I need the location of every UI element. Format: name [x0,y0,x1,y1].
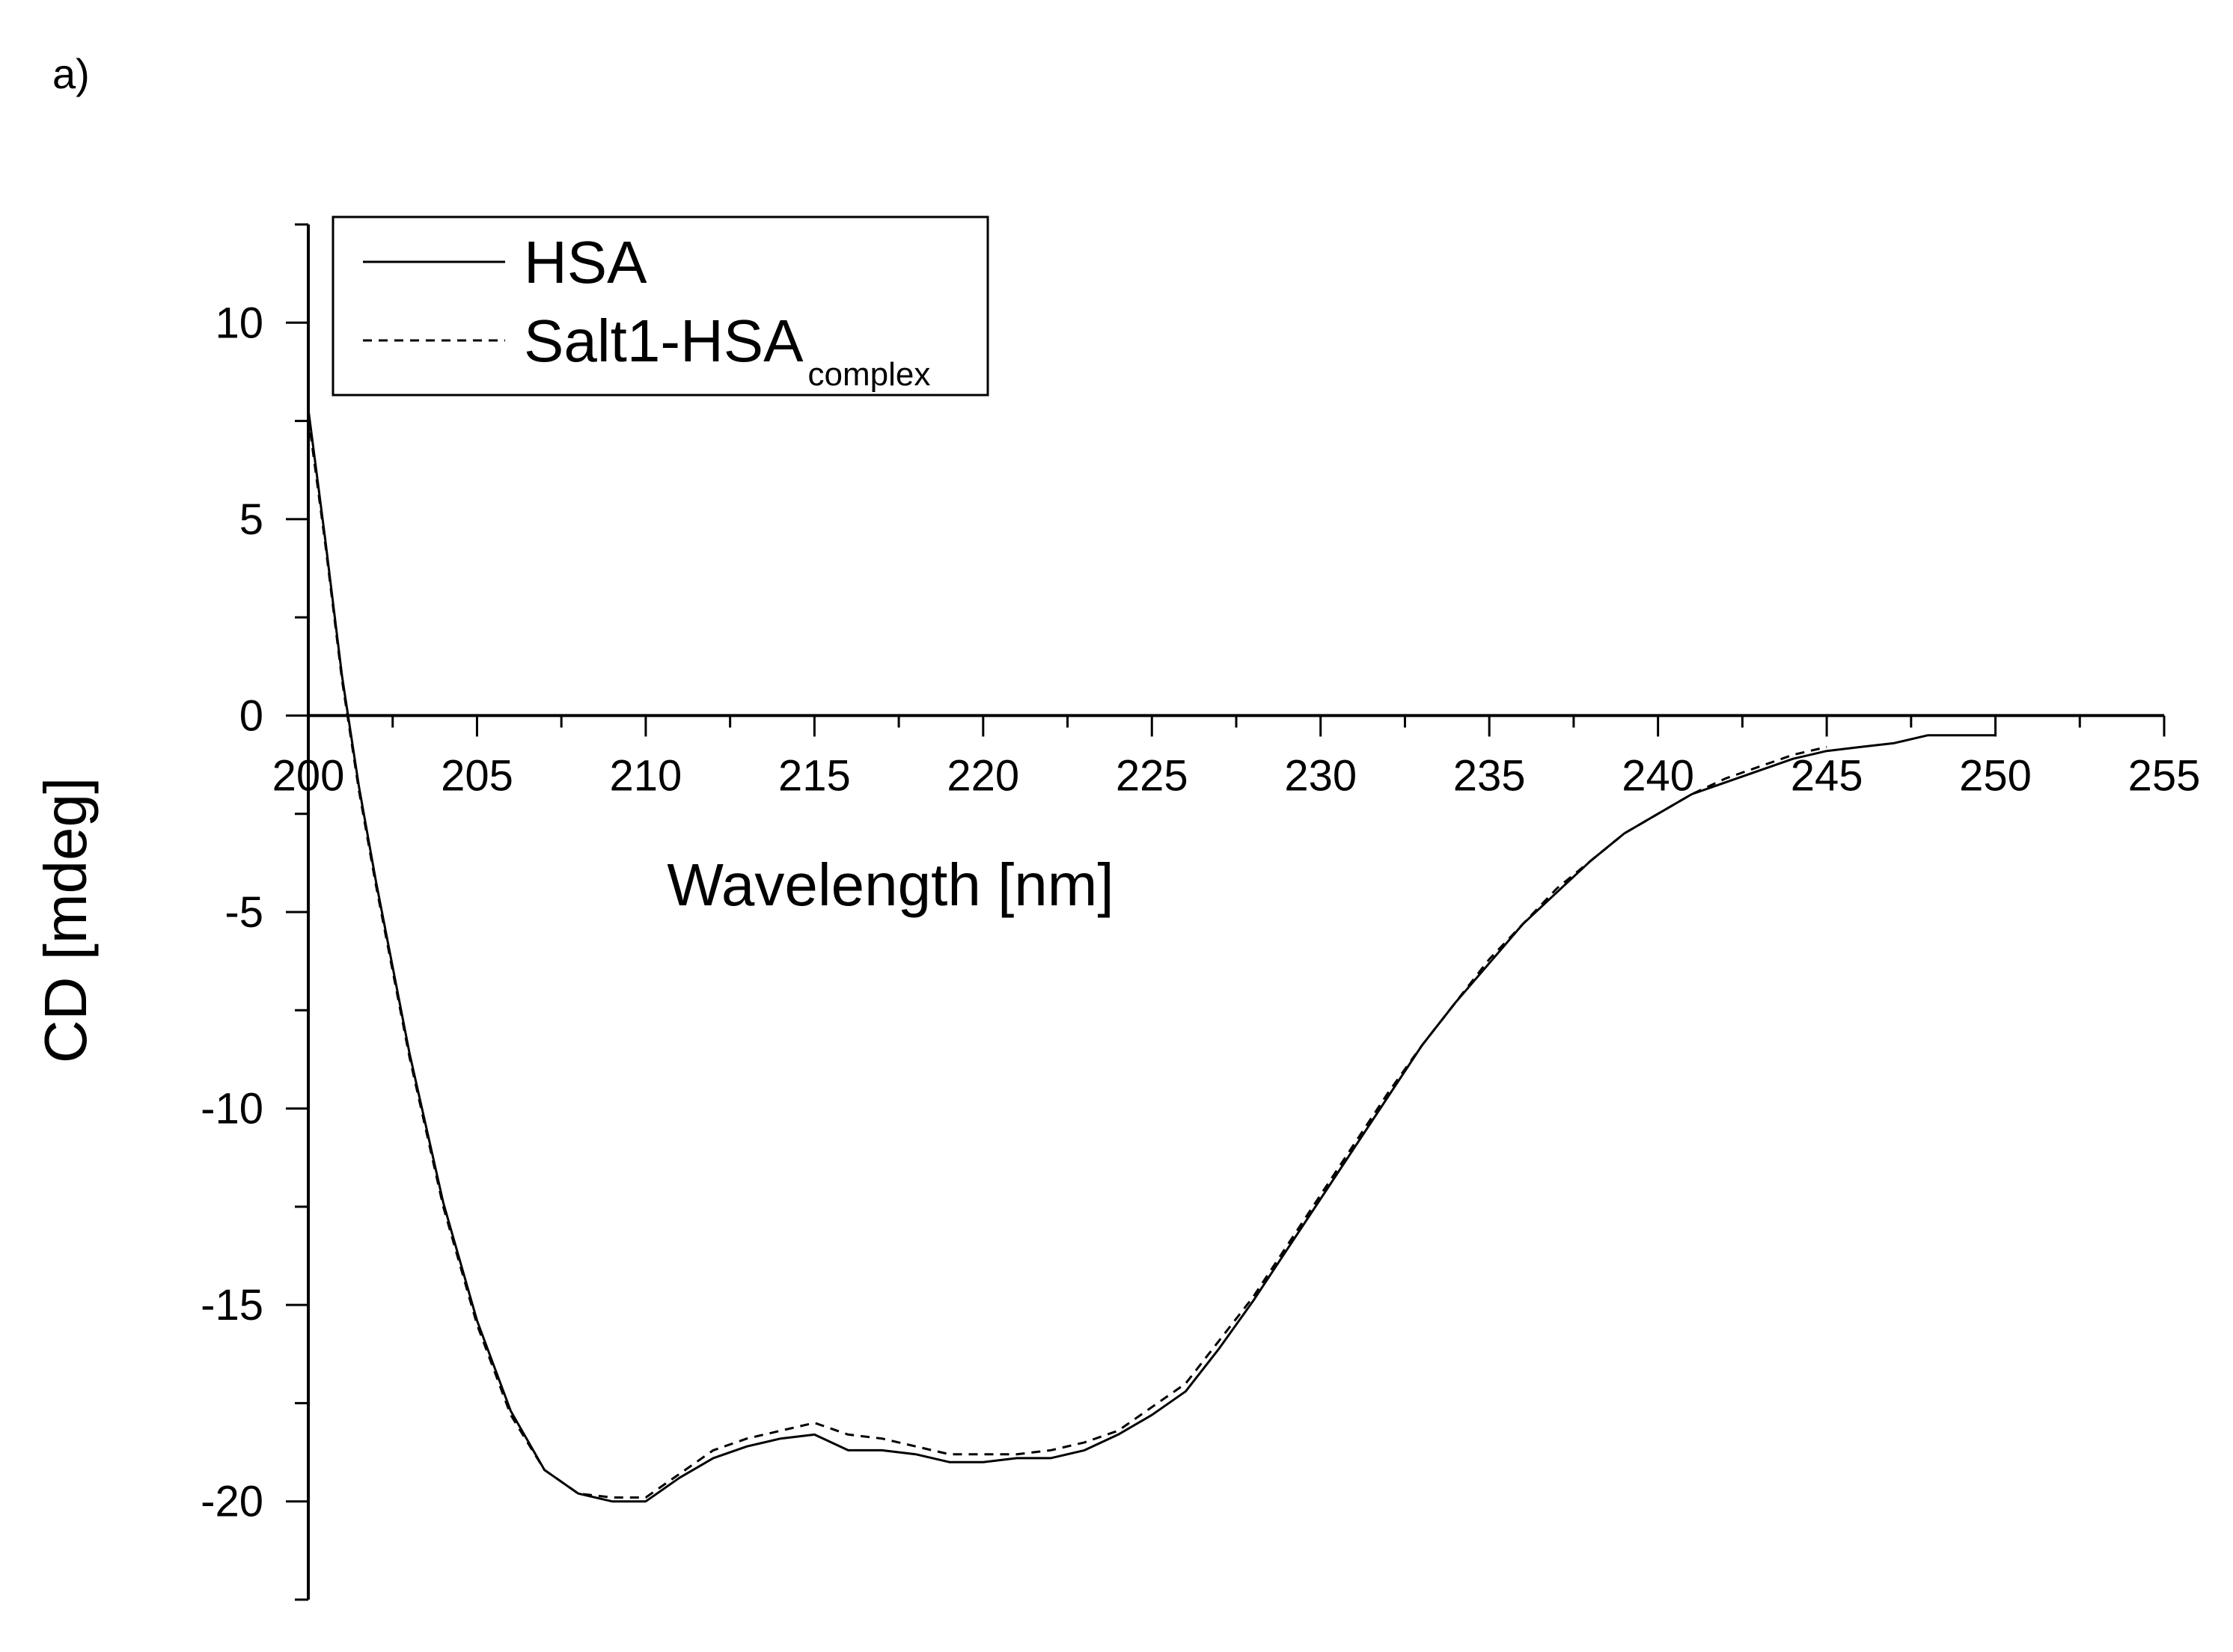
y-tick-label: -15 [201,1281,263,1330]
y-tick-label: 10 [215,299,263,347]
x-tick-label: 230 [1284,751,1357,800]
x-axis-label: Wavelength [nm] [667,851,1114,918]
x-tick-label: 255 [2128,751,2201,800]
x-tick-label: 245 [1791,751,1863,800]
series-line-salt1-hsa-complex [307,417,1827,1499]
x-axis-ticks: 200 205 210 215 220 225 230 235 240 245 250 255 [272,715,2201,800]
x-tick-label: 225 [1116,751,1188,800]
series-layer [307,409,1996,1503]
legend-label-salt1-hsa: Salt1-HSAcomplex [524,308,930,393]
x-tick-label: 210 [610,751,682,800]
legend-label-salt1-hsa-subscript: complex [807,356,930,393]
y-tick-label: -5 [224,888,263,937]
x-tick-label: 215 [778,751,851,800]
legend-box [332,215,989,397]
x-tick-label: 250 [1959,751,2032,800]
legend-label-hsa: HSA [524,229,647,296]
x-tick-label: 235 [1453,751,1526,800]
axes [307,224,2164,1600]
panel-label: a) [52,50,90,97]
y-axis-ticks: 10 5 0 -5 -10 -15 -20 [201,223,308,1601]
y-tick-label: 0 [239,691,263,740]
legend: HSA Salt1-HSAcomplex [332,215,989,397]
y-tick-label: -10 [201,1085,263,1134]
series-line-hsa [307,409,1996,1503]
legend-label-salt1-hsa-main: Salt1-HSA [524,308,804,374]
x-tick-label: 220 [947,751,1019,800]
x-tick-label: 240 [1622,751,1694,800]
x-tick-label: 205 [441,751,513,800]
y-tick-label: 5 [239,495,263,544]
x-tick-label: 200 [272,751,345,800]
y-tick-label: -20 [201,1478,263,1526]
y-axis-label: CD [mdeg] [32,777,99,1063]
